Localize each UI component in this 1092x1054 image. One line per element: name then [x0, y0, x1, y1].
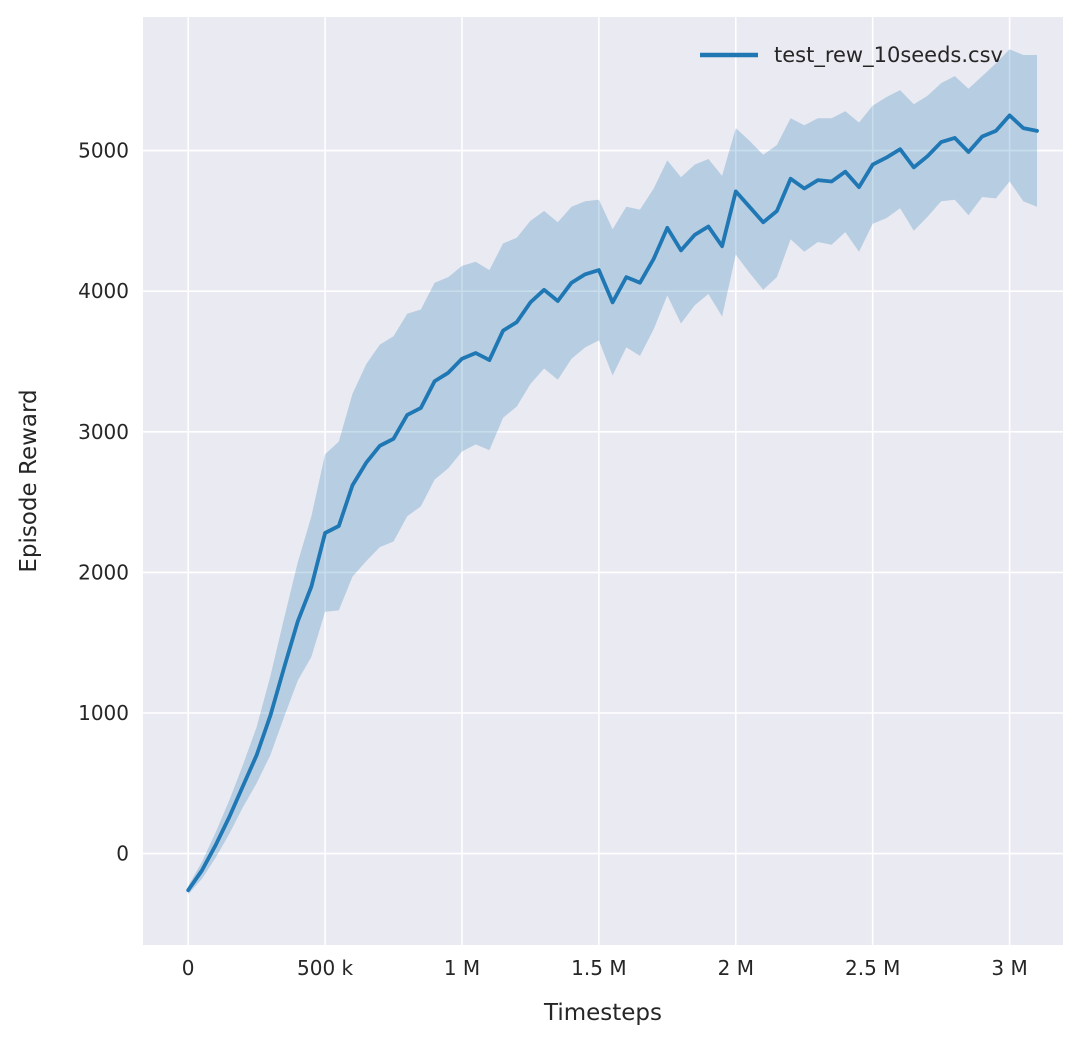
x-tick-label: 3 M — [991, 956, 1027, 980]
axis-labels: Timesteps Episode Reward — [16, 389, 662, 1026]
confidence-band-area — [188, 49, 1037, 895]
plot-area-background — [143, 17, 1063, 945]
y-tick-label: 2000 — [78, 560, 129, 584]
y-tick-label: 4000 — [78, 279, 129, 303]
y-tick-label: 1000 — [78, 701, 129, 725]
series-line — [186, 113, 1039, 893]
x-tick-label: 2.5 M — [845, 956, 900, 980]
plot-background — [143, 17, 1063, 945]
x-tick-label: 1 M — [444, 956, 480, 980]
x-tick-label: 500 k — [297, 956, 354, 980]
x-axis-label: Timesteps — [543, 1000, 662, 1026]
mean-line — [186, 113, 1039, 893]
x-tick-label: 1.5 M — [571, 956, 626, 980]
y-tick-label: 3000 — [78, 420, 129, 444]
confidence-band — [188, 49, 1037, 895]
legend-label: test_rew_10seeds.csv — [774, 43, 1003, 68]
y-tick-label: 0 — [116, 842, 129, 866]
x-tick-labels: 0 500 k 1 M 1.5 M 2 M 2.5 M 3 M — [182, 956, 1028, 980]
legend: test_rew_10seeds.csv — [700, 43, 1003, 68]
x-tick-label: 0 — [182, 956, 195, 980]
gridlines — [143, 17, 1063, 945]
y-tick-labels: 0 1000 2000 3000 4000 5000 — [78, 139, 129, 866]
y-axis-label: Episode Reward — [16, 389, 42, 572]
x-tick-label: 2 M — [718, 956, 754, 980]
y-tick-label: 5000 — [78, 139, 129, 163]
